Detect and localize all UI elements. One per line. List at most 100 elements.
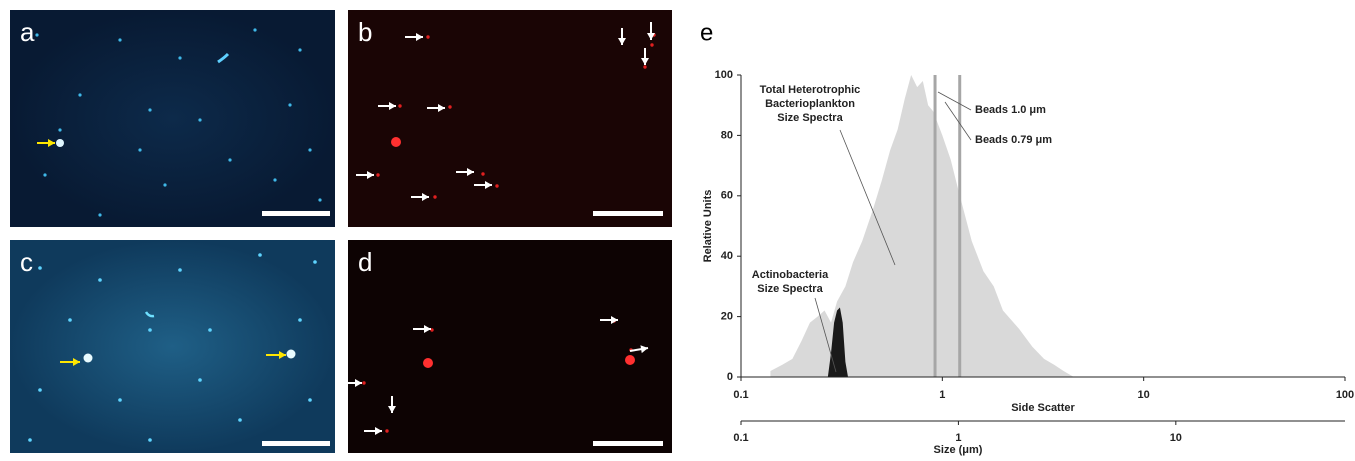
cell <box>625 355 635 365</box>
cell <box>313 260 317 264</box>
annotation: Total Heterotrophic <box>760 84 861 96</box>
cell <box>178 268 182 272</box>
panel-label: c <box>20 247 33 277</box>
x-tick-label: 100 <box>1336 389 1354 401</box>
cell <box>208 328 212 332</box>
scale-bar <box>262 211 330 216</box>
arrow-head <box>48 139 55 147</box>
cell <box>198 118 202 122</box>
cell <box>68 318 72 322</box>
cell <box>650 43 654 47</box>
panel-label: d <box>358 247 372 277</box>
cell <box>298 48 302 52</box>
cell <box>35 33 39 37</box>
panel-label: a <box>20 17 35 47</box>
cell <box>148 328 152 332</box>
cell <box>217 52 230 64</box>
y-tick-label: 40 <box>721 250 733 262</box>
panel-label: e <box>700 19 713 46</box>
arrow-head <box>388 406 396 413</box>
arrow-head <box>647 33 655 40</box>
arrow-head <box>618 38 626 45</box>
bead-label: Beads 1.0 μm <box>975 104 1046 116</box>
cell <box>308 148 312 152</box>
cell <box>238 418 242 422</box>
arrow-head <box>389 102 396 110</box>
annotation: Size Spectra <box>777 112 843 124</box>
cell <box>118 38 122 42</box>
arrow-head <box>485 181 492 189</box>
cell <box>288 103 292 107</box>
arrow-head <box>611 316 618 324</box>
arrow-head <box>279 351 286 359</box>
spectrum-area <box>770 75 1074 377</box>
y-tick-label: 0 <box>727 371 733 383</box>
arrow-head <box>416 33 423 41</box>
panel-b-image <box>348 10 672 227</box>
panel-a-image <box>10 10 335 227</box>
cell <box>423 358 433 368</box>
cell <box>298 318 302 322</box>
cell <box>163 183 167 187</box>
cell <box>318 198 322 202</box>
cell <box>430 328 434 332</box>
cell <box>83 353 93 363</box>
panel-d-image <box>348 240 672 453</box>
arrow-head <box>73 358 80 366</box>
x-tick-label: 10 <box>1138 389 1150 401</box>
size-tick-label: 1 <box>955 432 961 444</box>
x-tick-label: 1 <box>939 389 945 401</box>
arrow-head <box>467 168 474 176</box>
leader <box>944 101 972 141</box>
cell <box>78 93 82 97</box>
cell <box>178 56 182 60</box>
cell <box>391 137 401 147</box>
y-tick-label: 60 <box>721 190 733 202</box>
cell <box>144 311 155 318</box>
size-tick-label: 10 <box>1170 432 1182 444</box>
cell <box>426 35 430 39</box>
arrow-head <box>367 171 374 179</box>
y-tick-label: 20 <box>721 311 733 323</box>
panel-label: b <box>358 17 372 47</box>
leader <box>937 91 972 111</box>
arrow-head <box>375 427 382 435</box>
x-axis-label: Side Scatter <box>1011 402 1075 414</box>
leader <box>839 129 896 266</box>
cell <box>273 178 277 182</box>
cell <box>258 253 262 257</box>
arrow-head <box>641 58 649 65</box>
cell <box>198 378 202 382</box>
cell <box>98 278 102 282</box>
cell <box>228 158 232 162</box>
cell <box>433 195 437 199</box>
cell <box>448 105 452 109</box>
arrow-head <box>640 345 648 354</box>
y-tick-label: 100 <box>715 69 733 81</box>
cell <box>148 108 152 112</box>
cell <box>98 213 102 217</box>
cell <box>643 65 647 69</box>
scale-bar <box>593 441 663 446</box>
cell <box>58 128 62 132</box>
cell <box>43 173 47 177</box>
size-tick-label: 0.1 <box>733 432 748 444</box>
cell <box>148 438 152 442</box>
annotation: Size Spectra <box>757 283 823 295</box>
cell <box>286 349 296 359</box>
cell <box>28 438 32 442</box>
cell <box>38 266 42 270</box>
panel-c-image <box>10 240 335 453</box>
y-axis-label: Relative Units <box>702 190 714 263</box>
arrow-head <box>355 379 362 387</box>
size-axis-label: Size (μm) <box>934 444 983 456</box>
cell <box>362 381 366 385</box>
arrow-head <box>422 193 429 201</box>
annotation: Bacterioplankton <box>765 98 855 110</box>
cell <box>138 148 142 152</box>
y-tick-label: 80 <box>721 129 733 141</box>
arrow-head <box>438 104 445 112</box>
arrow-head <box>424 325 431 333</box>
cell <box>56 139 64 147</box>
